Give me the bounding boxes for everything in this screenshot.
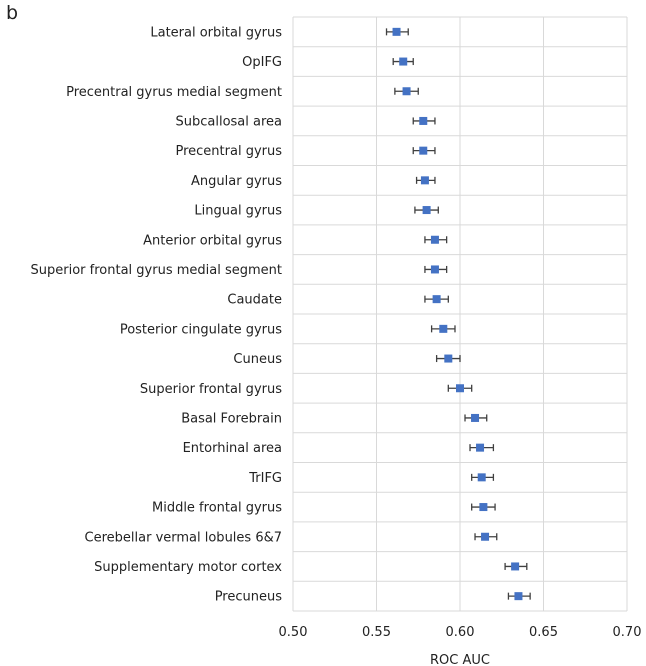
data-point <box>419 146 428 155</box>
data-point <box>471 413 480 422</box>
category-label: Precentral gyrus <box>175 144 282 159</box>
category-label: Entorhinal area <box>183 441 282 456</box>
category-labels: Lateral orbital gyrus OpIFG Precentral gyr… <box>31 25 283 604</box>
data-marks <box>385 27 531 601</box>
category-label: Cerebellar vermal lobules 6&7 <box>85 530 282 545</box>
category-label: Angular gyrus <box>191 174 282 189</box>
data-point <box>511 562 520 571</box>
category-label: Cuneus <box>233 352 282 367</box>
x-tick-labels: 0.50 0.55 0.60 0.65 0.70 <box>279 625 642 640</box>
data-point <box>399 57 408 66</box>
data-point <box>456 384 464 393</box>
data-point <box>392 27 401 36</box>
category-label: Lingual gyrus <box>194 204 282 219</box>
data-point <box>402 87 411 96</box>
x-tick-label: 0.55 <box>362 625 391 640</box>
data-point <box>444 354 453 363</box>
data-point <box>476 443 485 452</box>
category-label: Superior frontal gyrus medial segment <box>31 263 282 278</box>
data-point <box>432 295 441 304</box>
category-label: Middle frontal gyrus <box>152 501 282 516</box>
grid-lines <box>292 16 628 612</box>
category-label: Caudate <box>227 293 282 308</box>
x-tick-label: 0.60 <box>446 625 475 640</box>
x-tick-label: 0.70 <box>613 625 642 640</box>
data-point <box>481 532 490 541</box>
x-tick-label: 0.50 <box>279 625 308 640</box>
data-point <box>430 235 439 244</box>
category-label: Precentral gyrus medial segment <box>66 85 282 100</box>
data-point <box>430 265 439 274</box>
category-label: Supplementary motor cortex <box>94 560 282 575</box>
category-label: Subcallosal area <box>175 114 282 129</box>
data-point <box>479 503 488 512</box>
data-point <box>477 473 486 482</box>
data-point <box>419 116 428 125</box>
x-tick-label: 0.65 <box>529 625 558 640</box>
category-label: Precuneus <box>215 590 283 605</box>
category-label: OpIFG <box>242 55 282 70</box>
x-axis-title: ROC AUC <box>430 653 490 666</box>
data-point <box>422 206 431 215</box>
category-label: Basal Forebrain <box>181 411 282 426</box>
category-label: TrIFG <box>248 471 282 486</box>
data-point <box>514 592 523 601</box>
category-label: Posterior cingulate gyrus <box>120 322 282 337</box>
category-label: Lateral orbital gyrus <box>150 25 282 40</box>
category-label: Anterior orbital gyrus <box>143 233 282 248</box>
category-label: Superior frontal gyrus <box>140 382 282 397</box>
panel-letter: b <box>6 2 19 24</box>
data-point <box>439 324 448 333</box>
data-point <box>420 176 429 185</box>
